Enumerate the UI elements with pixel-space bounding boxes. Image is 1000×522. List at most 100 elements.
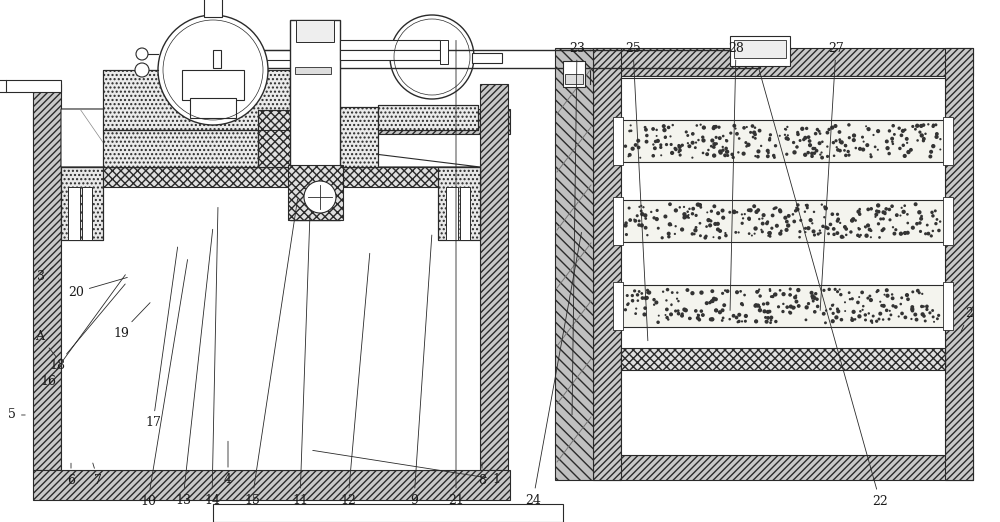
Point [688,307,704,315]
Point [797,208,813,216]
Point [855,306,871,314]
Bar [103,130,258,167]
Point [631,217,647,225]
Point [907,311,923,319]
Point [704,315,720,324]
Point [752,306,768,314]
Point [792,233,808,241]
Point [706,294,722,303]
Point [699,208,715,217]
Point [781,212,797,220]
Point [809,147,825,155]
Point [790,286,806,294]
Point [917,317,933,325]
Point [715,206,731,215]
Point [704,287,720,295]
Point [690,311,706,319]
Point [809,295,825,303]
Point [857,222,873,231]
Point [919,302,935,311]
Point [834,233,850,241]
Point [916,121,932,129]
Text: 4: 4 [224,441,232,485]
Bar [621,285,945,327]
Point [924,208,940,217]
Bar [378,105,478,130]
Point [877,209,893,218]
Point [876,225,892,233]
Point [866,131,882,139]
Bar [621,200,945,242]
Point [762,232,778,241]
Point [860,124,876,133]
Point [789,143,805,151]
Point [832,138,848,146]
Point [715,289,731,298]
Bar [61,167,103,240]
Point [688,223,704,232]
Bar [621,348,945,370]
Text: 24: 24 [525,232,582,506]
Point [846,307,862,316]
Point [786,217,802,226]
Point [618,221,634,230]
Point [643,208,659,216]
Point [751,286,767,294]
Text: 5: 5 [8,409,25,421]
Point [876,302,892,310]
Point [900,219,916,227]
Point [806,149,822,157]
Point [923,148,939,156]
Point [877,291,893,299]
Text: A: A [36,330,56,357]
Point [916,312,932,320]
Point [715,306,731,314]
Point [808,129,824,138]
Point [862,226,878,234]
Point [922,309,938,317]
Point [904,303,920,311]
Point [801,133,817,141]
Point [706,151,722,160]
Point [826,151,842,160]
Point [878,205,894,213]
Point [727,124,743,133]
Point [738,138,754,147]
Point [688,211,704,220]
Point [705,143,721,151]
Point [746,128,762,137]
Point [750,206,766,214]
Point [918,129,934,138]
Point [885,223,901,231]
Point [737,317,753,325]
Point [760,152,776,160]
Point [705,233,721,241]
Point [925,306,941,315]
Point [625,297,641,305]
Point [734,210,750,219]
Point [881,127,897,135]
Point [752,303,768,311]
Point [870,201,886,210]
Point [827,285,843,293]
Point [931,311,947,319]
Point [775,307,791,316]
Point [932,135,948,144]
Point [925,313,941,321]
Point [932,145,948,153]
Point [879,286,895,294]
Point [780,221,796,230]
Point [899,135,915,143]
Point [720,151,736,160]
Point [807,294,823,302]
Point [648,298,664,306]
Point [842,295,858,303]
Bar [378,105,478,130]
Point [717,151,733,160]
Text: 23: 23 [569,42,585,415]
Point [861,125,877,133]
Point [868,210,884,219]
Point [820,152,836,161]
Point [881,149,897,158]
Point [734,300,750,308]
